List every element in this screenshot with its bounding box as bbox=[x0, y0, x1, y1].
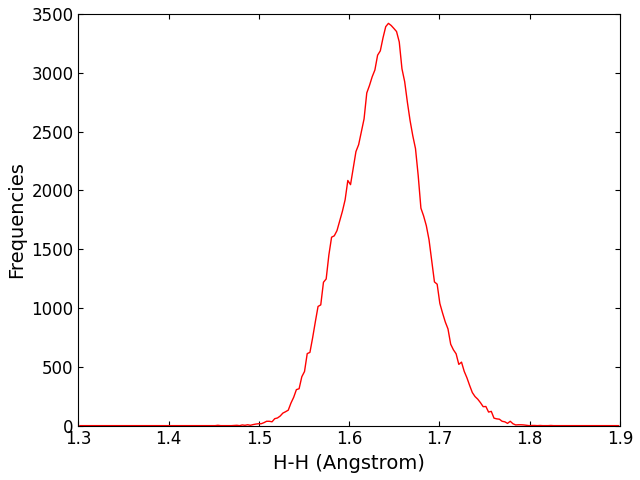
Y-axis label: Frequencies: Frequencies bbox=[7, 161, 26, 278]
X-axis label: H-H (Angstrom): H-H (Angstrom) bbox=[273, 454, 425, 473]
